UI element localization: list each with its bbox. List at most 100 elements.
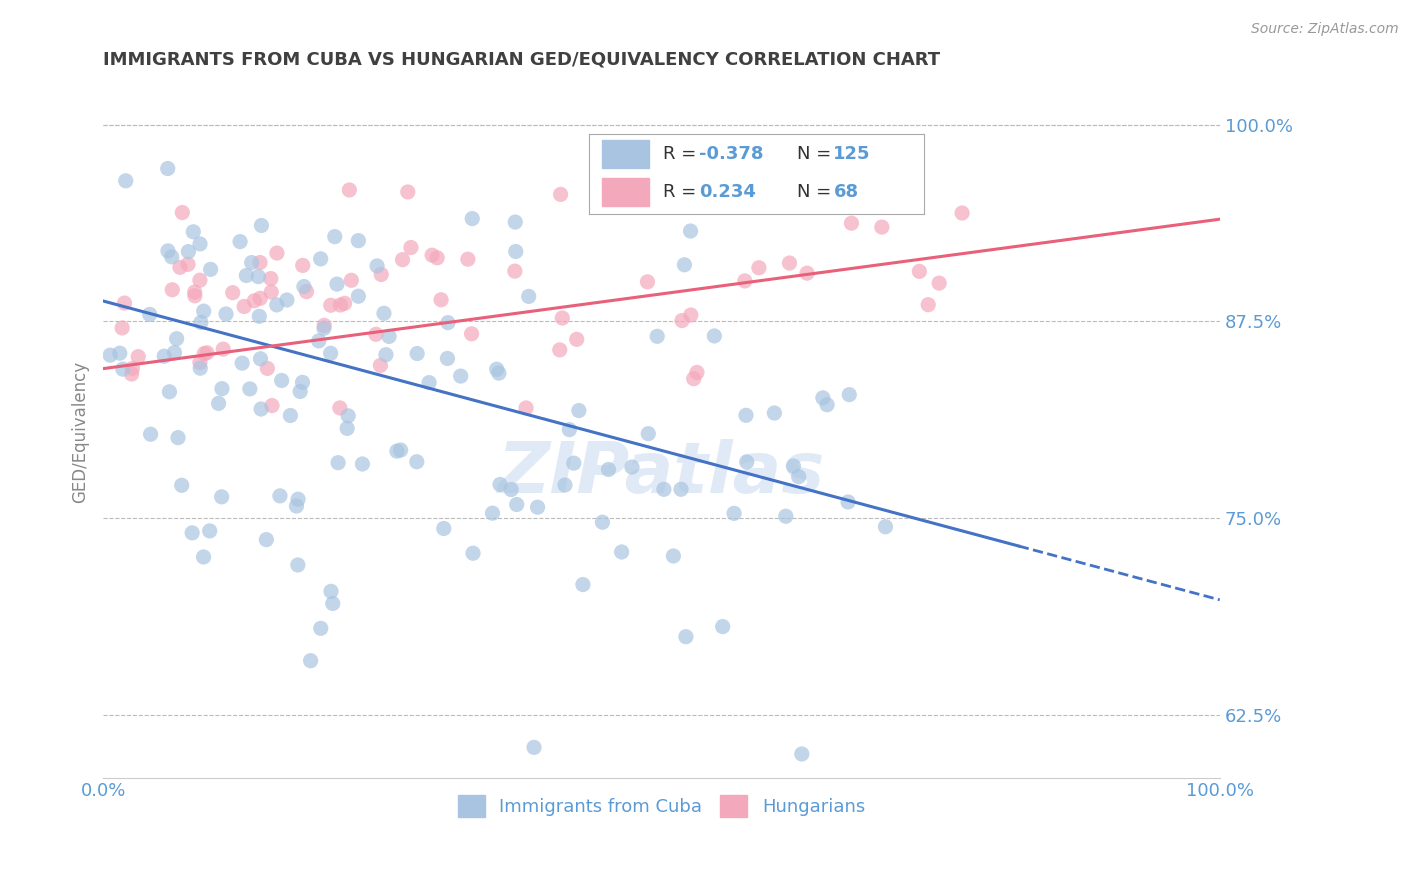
Point [870, 220, 893, 235]
Point [436, 351, 458, 366]
Point [669, 483, 692, 497]
Point [108, 346, 131, 360]
Point [195, 346, 218, 360]
Point [385, 444, 408, 458]
Point [686, 366, 709, 380]
Point [815, 398, 838, 412]
Point [418, 376, 440, 390]
Point [763, 406, 786, 420]
Point [163, 345, 186, 359]
Point [389, 443, 412, 458]
Point [269, 489, 291, 503]
Point [193, 346, 215, 360]
Point [748, 260, 770, 275]
Point [485, 362, 508, 376]
Point [207, 396, 229, 410]
Point [160, 250, 183, 264]
Point [405, 455, 427, 469]
Point [671, 313, 693, 327]
Point [243, 293, 266, 308]
Point [610, 545, 633, 559]
Point [460, 326, 482, 341]
Point [337, 183, 360, 197]
Point [323, 229, 346, 244]
Text: ZIPatlas: ZIPatlas [498, 439, 825, 508]
Point [457, 252, 479, 267]
Point [188, 355, 211, 369]
Point [572, 577, 595, 591]
Point [523, 740, 546, 755]
Legend: Immigrants from Cuba, Hungarians: Immigrants from Cuba, Hungarians [450, 788, 872, 824]
Point [239, 382, 262, 396]
Point [406, 346, 429, 360]
Point [558, 423, 581, 437]
Point [322, 597, 344, 611]
Point [211, 490, 233, 504]
Point [782, 458, 804, 473]
Point [280, 409, 302, 423]
Point [554, 478, 576, 492]
Point [734, 274, 756, 288]
Point [114, 174, 136, 188]
Point [222, 285, 245, 300]
Point [249, 291, 271, 305]
Point [139, 427, 162, 442]
Point [183, 285, 205, 299]
Point [503, 264, 526, 278]
Point [337, 409, 360, 423]
Point [488, 366, 510, 380]
Point [114, 296, 136, 310]
Point [127, 350, 149, 364]
Point [314, 318, 336, 333]
Point [562, 456, 585, 470]
Point [336, 421, 359, 435]
Point [256, 361, 278, 376]
Point [188, 273, 211, 287]
Point [266, 246, 288, 260]
Point [111, 362, 134, 376]
Point [172, 205, 194, 219]
Point [548, 343, 571, 357]
Point [517, 289, 540, 303]
Point [329, 401, 352, 415]
Point [276, 293, 298, 307]
Point [420, 248, 443, 262]
Point [796, 266, 818, 280]
Point [430, 293, 453, 307]
Point [489, 477, 512, 491]
Point [837, 495, 859, 509]
Point [503, 215, 526, 229]
Point [591, 515, 613, 529]
Point [200, 262, 222, 277]
Point [645, 329, 668, 343]
Point [111, 321, 134, 335]
Point [675, 630, 697, 644]
Point [329, 298, 352, 312]
Point [399, 240, 422, 254]
Point [550, 187, 572, 202]
Point [188, 361, 211, 376]
Point [193, 304, 215, 318]
Point [433, 521, 456, 535]
Point [375, 348, 398, 362]
Point [299, 654, 322, 668]
Point [551, 311, 574, 326]
Point [326, 456, 349, 470]
Point [481, 506, 503, 520]
Point [291, 259, 314, 273]
Point [787, 469, 810, 483]
Point [309, 621, 332, 635]
Y-axis label: GED/Equivalency: GED/Equivalency [72, 360, 89, 502]
Point [347, 289, 370, 303]
Point [505, 498, 527, 512]
Point [211, 382, 233, 396]
Point [98, 348, 121, 362]
Point [260, 399, 283, 413]
Point [162, 283, 184, 297]
Point [775, 509, 797, 524]
Point [352, 457, 374, 471]
Point [373, 306, 395, 320]
Point [703, 329, 725, 343]
Point [950, 206, 973, 220]
Point [231, 356, 253, 370]
